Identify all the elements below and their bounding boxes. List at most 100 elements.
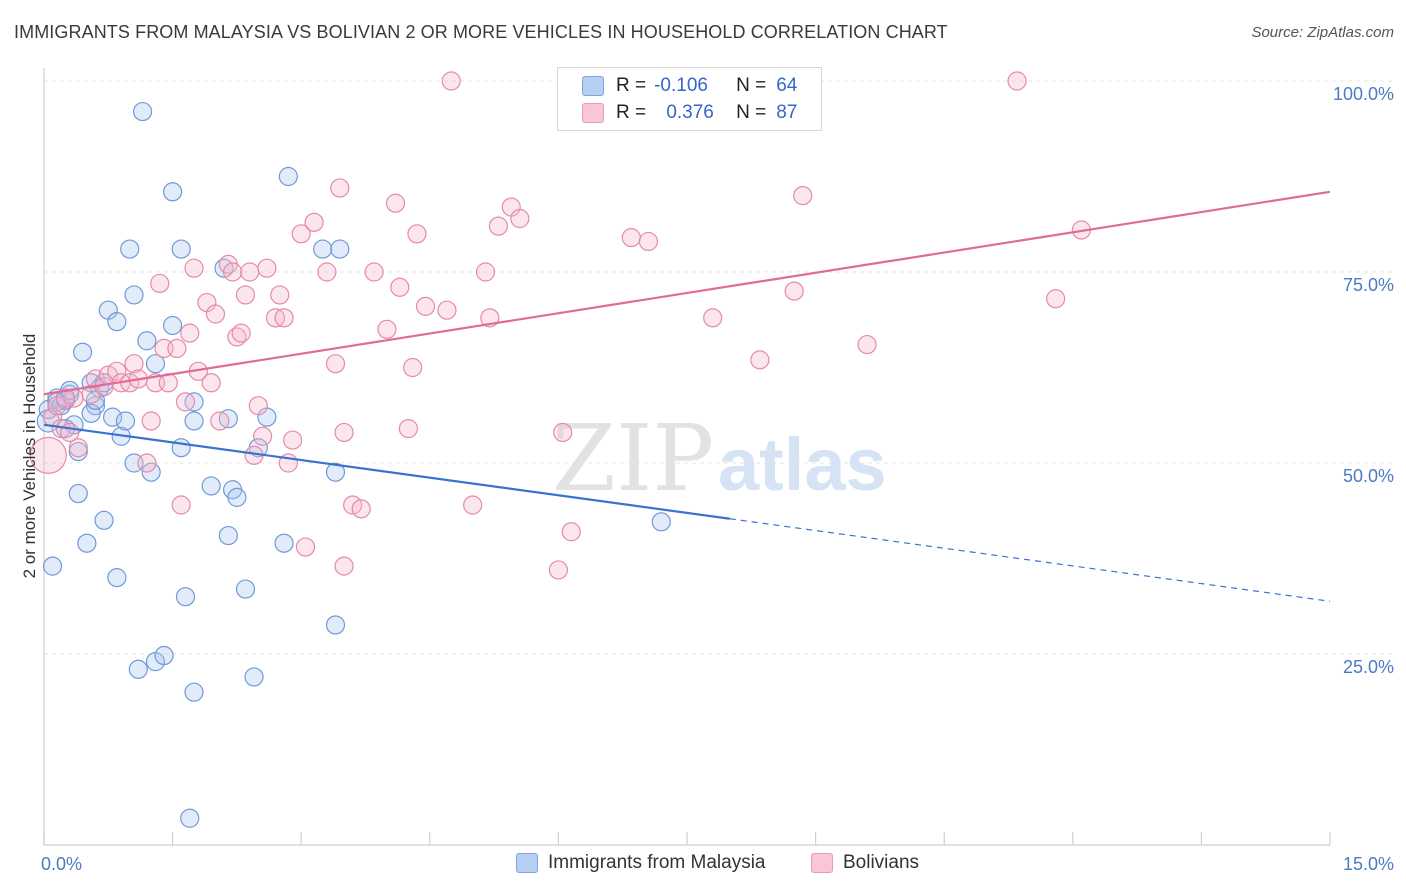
bolivians-point bbox=[184, 258, 204, 278]
legend-r-value: 0.376 bbox=[666, 102, 714, 123]
legend-swatch-malaysia bbox=[516, 853, 538, 873]
legend-r-label: R = bbox=[616, 75, 647, 96]
legend-swatch-bolivians bbox=[811, 853, 833, 873]
malaysia-point bbox=[227, 487, 247, 507]
tick-labels: 25.0% 50.0% 75.0% 100.0% 0.0% 15.0% bbox=[41, 84, 1394, 874]
bolivians-point bbox=[291, 224, 311, 244]
grid-lines bbox=[44, 80, 1392, 655]
legend-n-value: 87 bbox=[776, 102, 798, 123]
bolivians-point bbox=[638, 231, 659, 252]
series-legend: Immigrants from Malaysia Bolivians bbox=[0, 852, 1406, 878]
y-axis-label: 2 or more Vehicles in Household bbox=[20, 334, 39, 579]
bolivians-point bbox=[330, 178, 350, 198]
bolivians-point bbox=[437, 300, 457, 320]
bolivians-point bbox=[784, 281, 804, 301]
malaysia-point bbox=[235, 579, 256, 599]
bolivians-point bbox=[253, 426, 273, 446]
malaysia-point bbox=[651, 512, 671, 532]
bolivians-point bbox=[548, 560, 569, 580]
malaysia-point bbox=[325, 462, 346, 482]
bolivians-point bbox=[210, 411, 230, 431]
bolivians-point bbox=[390, 277, 410, 297]
malaysia-trend-line bbox=[43, 423, 731, 520]
bolivians-point bbox=[235, 285, 256, 305]
bolivians-point bbox=[385, 193, 406, 213]
malaysia-point bbox=[107, 312, 127, 332]
bolivians-point bbox=[510, 208, 530, 229]
malaysia-point bbox=[137, 331, 157, 351]
y-tick-label: 100.0% bbox=[1333, 84, 1394, 104]
bolivians-point bbox=[270, 285, 290, 305]
malaysia-point bbox=[145, 354, 166, 374]
bolivians-point bbox=[257, 258, 277, 278]
y-tick-label: 25.0% bbox=[1343, 657, 1394, 677]
y-tick-label: 50.0% bbox=[1343, 466, 1394, 486]
bolivians-point bbox=[398, 419, 418, 439]
bolivians-trend-line bbox=[43, 190, 1331, 396]
malaysia-point bbox=[102, 407, 123, 427]
malaysia-point bbox=[42, 556, 63, 576]
bolivians-point bbox=[793, 186, 813, 206]
malaysia-point bbox=[201, 476, 221, 496]
malaysia-point bbox=[330, 239, 350, 259]
bolivians-point bbox=[1046, 289, 1066, 309]
bolivians-point bbox=[1007, 71, 1027, 91]
bolivians-point bbox=[304, 212, 324, 232]
bolivians-point bbox=[463, 495, 483, 515]
malaysia-point bbox=[154, 645, 174, 666]
bolivians-point bbox=[351, 499, 371, 519]
bolivians-point bbox=[240, 262, 260, 282]
axes bbox=[43, 68, 1331, 846]
malaysia-point bbox=[184, 682, 204, 702]
malaysia-point bbox=[163, 182, 183, 202]
bolivians-point bbox=[621, 228, 641, 248]
malaysia-point bbox=[94, 510, 114, 530]
x-tick-label: 0.0% bbox=[41, 854, 82, 874]
legend-r-value: -0.106 bbox=[654, 75, 708, 96]
malaysia-point bbox=[274, 533, 294, 553]
bolivians-point bbox=[317, 262, 337, 282]
malaysia-point bbox=[171, 438, 191, 458]
legend-row-malaysia: R = -0.106 N = 64 bbox=[582, 74, 797, 98]
bolivians-point bbox=[201, 373, 221, 393]
bolivians-point bbox=[441, 71, 461, 91]
bolivians-point bbox=[377, 319, 397, 339]
malaysia-point bbox=[175, 587, 196, 607]
y-tick-label: 75.0% bbox=[1343, 275, 1394, 295]
malaysia-point bbox=[141, 462, 161, 482]
malaysia-point bbox=[180, 808, 200, 828]
malaysia-point bbox=[77, 533, 97, 553]
bolivians-point bbox=[295, 537, 316, 557]
malaysia-point bbox=[184, 411, 204, 431]
bolivians-point bbox=[124, 354, 144, 374]
malaysia-point bbox=[171, 239, 191, 259]
watermark-atlas: atlas bbox=[718, 423, 887, 506]
bolivians-point bbox=[364, 262, 384, 282]
malaysia-point bbox=[124, 285, 144, 305]
bolivians-point bbox=[205, 304, 226, 324]
source-label: Source: ZipAtlas.com bbox=[1251, 24, 1394, 41]
legend-n-label: N = bbox=[736, 75, 767, 96]
legend-r-label: R = bbox=[616, 102, 647, 123]
bolivians-point bbox=[553, 422, 573, 443]
stats-legend: R = -0.106 N = 64 R = 0.376 N = 87 bbox=[557, 67, 822, 131]
legend-swatch-bolivians bbox=[582, 103, 604, 123]
bolivians-point bbox=[171, 495, 191, 515]
bolivians-point bbox=[407, 224, 427, 244]
malaysia-point bbox=[107, 567, 127, 588]
chart-title: IMMIGRANTS FROM MALAYSIA VS BOLIVIAN 2 O… bbox=[14, 22, 948, 42]
legend-n-label: N = bbox=[736, 102, 767, 123]
malaysia-point bbox=[278, 166, 298, 187]
bolivians-point bbox=[274, 308, 294, 328]
legend-item-malaysia: Immigrants from Malaysia bbox=[516, 852, 766, 874]
legend-swatch-malaysia bbox=[582, 76, 604, 96]
malaysia-point bbox=[128, 659, 148, 679]
bolivians-point bbox=[488, 216, 508, 236]
bolivians-point bbox=[55, 388, 76, 408]
bolivians-point bbox=[150, 273, 170, 294]
trend-lines bbox=[43, 190, 1331, 602]
watermark: ZIP atlas bbox=[552, 405, 887, 512]
watermark-zip: ZIP bbox=[552, 405, 714, 512]
legend-item-bolivians: Bolivians bbox=[811, 852, 919, 874]
